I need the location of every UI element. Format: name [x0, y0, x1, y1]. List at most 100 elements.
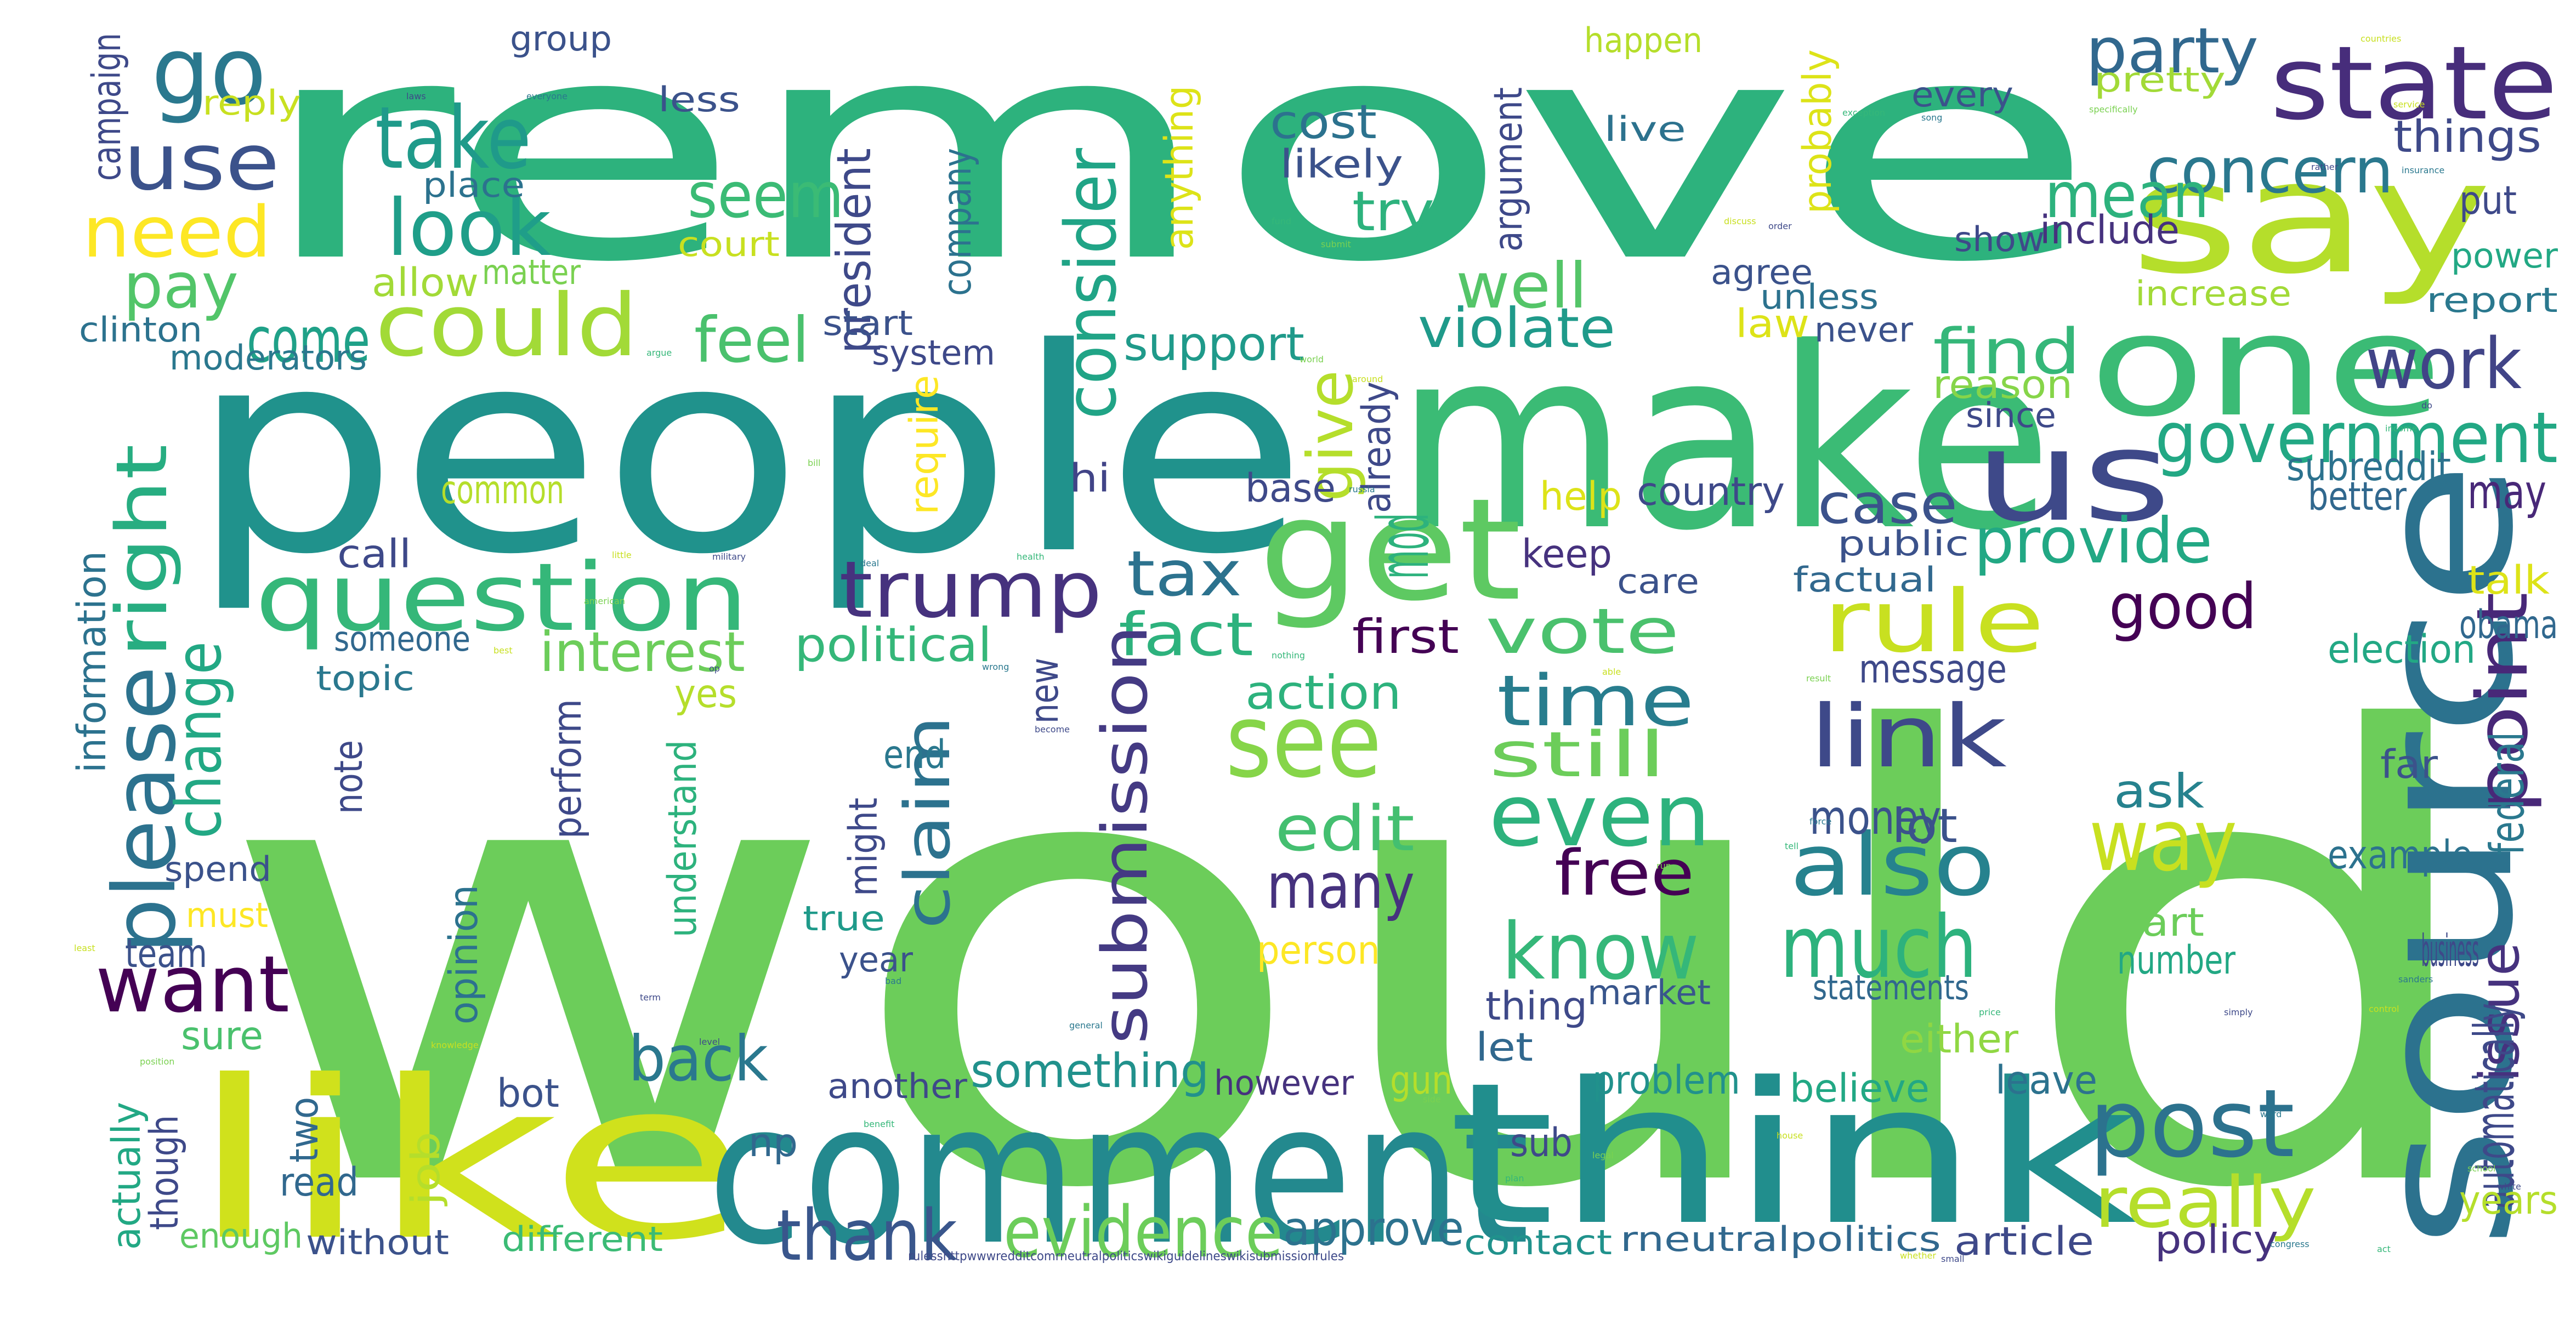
word-really: really — [2094, 1162, 2316, 1244]
word-pay: pay — [123, 249, 239, 322]
word-law: law — [1735, 301, 1809, 346]
word-gun: gun — [1390, 1057, 1452, 1103]
word-business: business — [2421, 925, 2479, 976]
word-let: let — [1476, 1025, 1533, 1070]
word-provide: provide — [1974, 504, 2212, 577]
word-word: word — [2260, 1109, 2282, 1119]
word-go: go — [151, 17, 266, 126]
word-run: run — [1656, 861, 1671, 871]
word-moderators: moderators — [169, 338, 367, 378]
word-remove: remove — [255, 0, 2097, 329]
word-think: think — [1448, 1041, 2138, 1268]
word-still: still — [1489, 718, 1666, 791]
word-congress: congress — [2270, 1239, 2310, 1249]
word-best: best — [493, 645, 513, 656]
word-evidence: evidence — [1003, 1192, 1283, 1273]
word-require: require — [901, 375, 947, 515]
word-subreddit: subreddit — [2286, 444, 2451, 490]
word-one: one — [2089, 285, 2443, 448]
word-issue: issue — [2467, 942, 2532, 1082]
word-well: well — [1456, 249, 1587, 322]
word-insurance: insurance — [2402, 165, 2444, 175]
word-argue: argue — [646, 348, 672, 358]
word-include: include — [2040, 207, 2180, 253]
word-everyone: everyone — [526, 91, 568, 101]
word-happen: happen — [1584, 20, 1703, 60]
word-violate: violate — [1418, 296, 1615, 360]
word-since: since — [1966, 395, 2056, 435]
word-yes: yes — [674, 671, 737, 716]
word-good: good — [2109, 570, 2257, 643]
word-part: part — [2114, 900, 2204, 945]
word-simply: simply — [2224, 1007, 2252, 1017]
word-force: force — [1809, 816, 1831, 827]
word-less: less — [658, 79, 740, 120]
word-leave: leave — [1995, 1057, 2097, 1103]
word-obama: obama — [2459, 602, 2558, 647]
word-school: school — [2467, 1163, 2495, 1174]
word-question: question — [255, 543, 748, 652]
word-service: service — [2393, 99, 2425, 110]
word-act: act — [2377, 1244, 2391, 1254]
word-tell: tell — [1785, 841, 1798, 851]
word-give: give — [1294, 370, 1367, 502]
word-system: system — [872, 333, 995, 373]
word-even: even — [1489, 766, 1711, 866]
word-rules-link: rulesshttpwwwredditcomrneutralpoliticswi… — [908, 1249, 1344, 1264]
word-example: example — [2328, 832, 2472, 878]
word-general: general — [1069, 1020, 1103, 1031]
word-like: like — [189, 1034, 748, 1289]
word-work: work — [2365, 323, 2522, 405]
word-support: support — [1124, 317, 1304, 372]
word-team: team — [125, 931, 207, 976]
word-factual: factual — [1793, 560, 1936, 600]
word-level: level — [699, 1037, 720, 1047]
word-submission: submission — [1088, 625, 1161, 1044]
word-see: see — [1225, 682, 1382, 800]
word-campaign: campaign — [84, 33, 129, 181]
word-np: np — [748, 1120, 798, 1165]
word-spend: spend — [164, 849, 271, 889]
word-article: article — [1954, 1219, 2094, 1264]
word-political: political — [795, 618, 992, 673]
word-year: year — [839, 940, 913, 980]
word-party: party — [2086, 14, 2259, 87]
word-understand: understand — [660, 740, 705, 937]
word-knowledge: knowledge — [431, 1040, 479, 1050]
word-edit: edit — [1275, 792, 1415, 865]
word-take: take — [375, 88, 531, 188]
word-source: source — [2336, 460, 2555, 1250]
word-already: already — [1354, 382, 1399, 513]
word-many: many — [1267, 850, 1415, 923]
word-price: price — [1979, 1007, 2001, 1017]
word-do: do — [2421, 400, 2432, 411]
word-far: far — [2380, 742, 2438, 787]
word-every: every — [1911, 75, 2013, 115]
word-call: call — [337, 531, 411, 577]
word-money: money — [1809, 791, 1941, 845]
word-use: use — [123, 117, 280, 208]
word-without: without — [306, 1222, 449, 1262]
word-become: become — [1035, 724, 1070, 735]
word-way: way — [2089, 790, 2237, 890]
word-tax: tax — [1127, 537, 1242, 610]
word-ask: ask — [2114, 765, 2205, 819]
word-term: term — [640, 992, 661, 1003]
word-live: live — [1604, 109, 1686, 149]
word-anything: anything — [1156, 86, 1202, 250]
word-could: could — [375, 276, 638, 375]
word-would: would — [214, 605, 2500, 1320]
word-deal: deal — [860, 558, 879, 568]
word-likely: likely — [1280, 141, 1403, 187]
word-fact: fact — [1119, 600, 1253, 669]
word-message: message — [1859, 646, 2007, 692]
word-approve: approve — [1283, 1202, 1464, 1256]
word-increase: increase — [2135, 274, 2291, 314]
word-small: small — [1941, 1254, 1965, 1264]
word-public: public — [1837, 524, 1969, 564]
word-try: try — [1352, 179, 1434, 243]
word-something: something — [971, 1044, 1209, 1099]
word-control: control — [2369, 1004, 2399, 1014]
word-side: side — [1423, 1094, 1441, 1105]
